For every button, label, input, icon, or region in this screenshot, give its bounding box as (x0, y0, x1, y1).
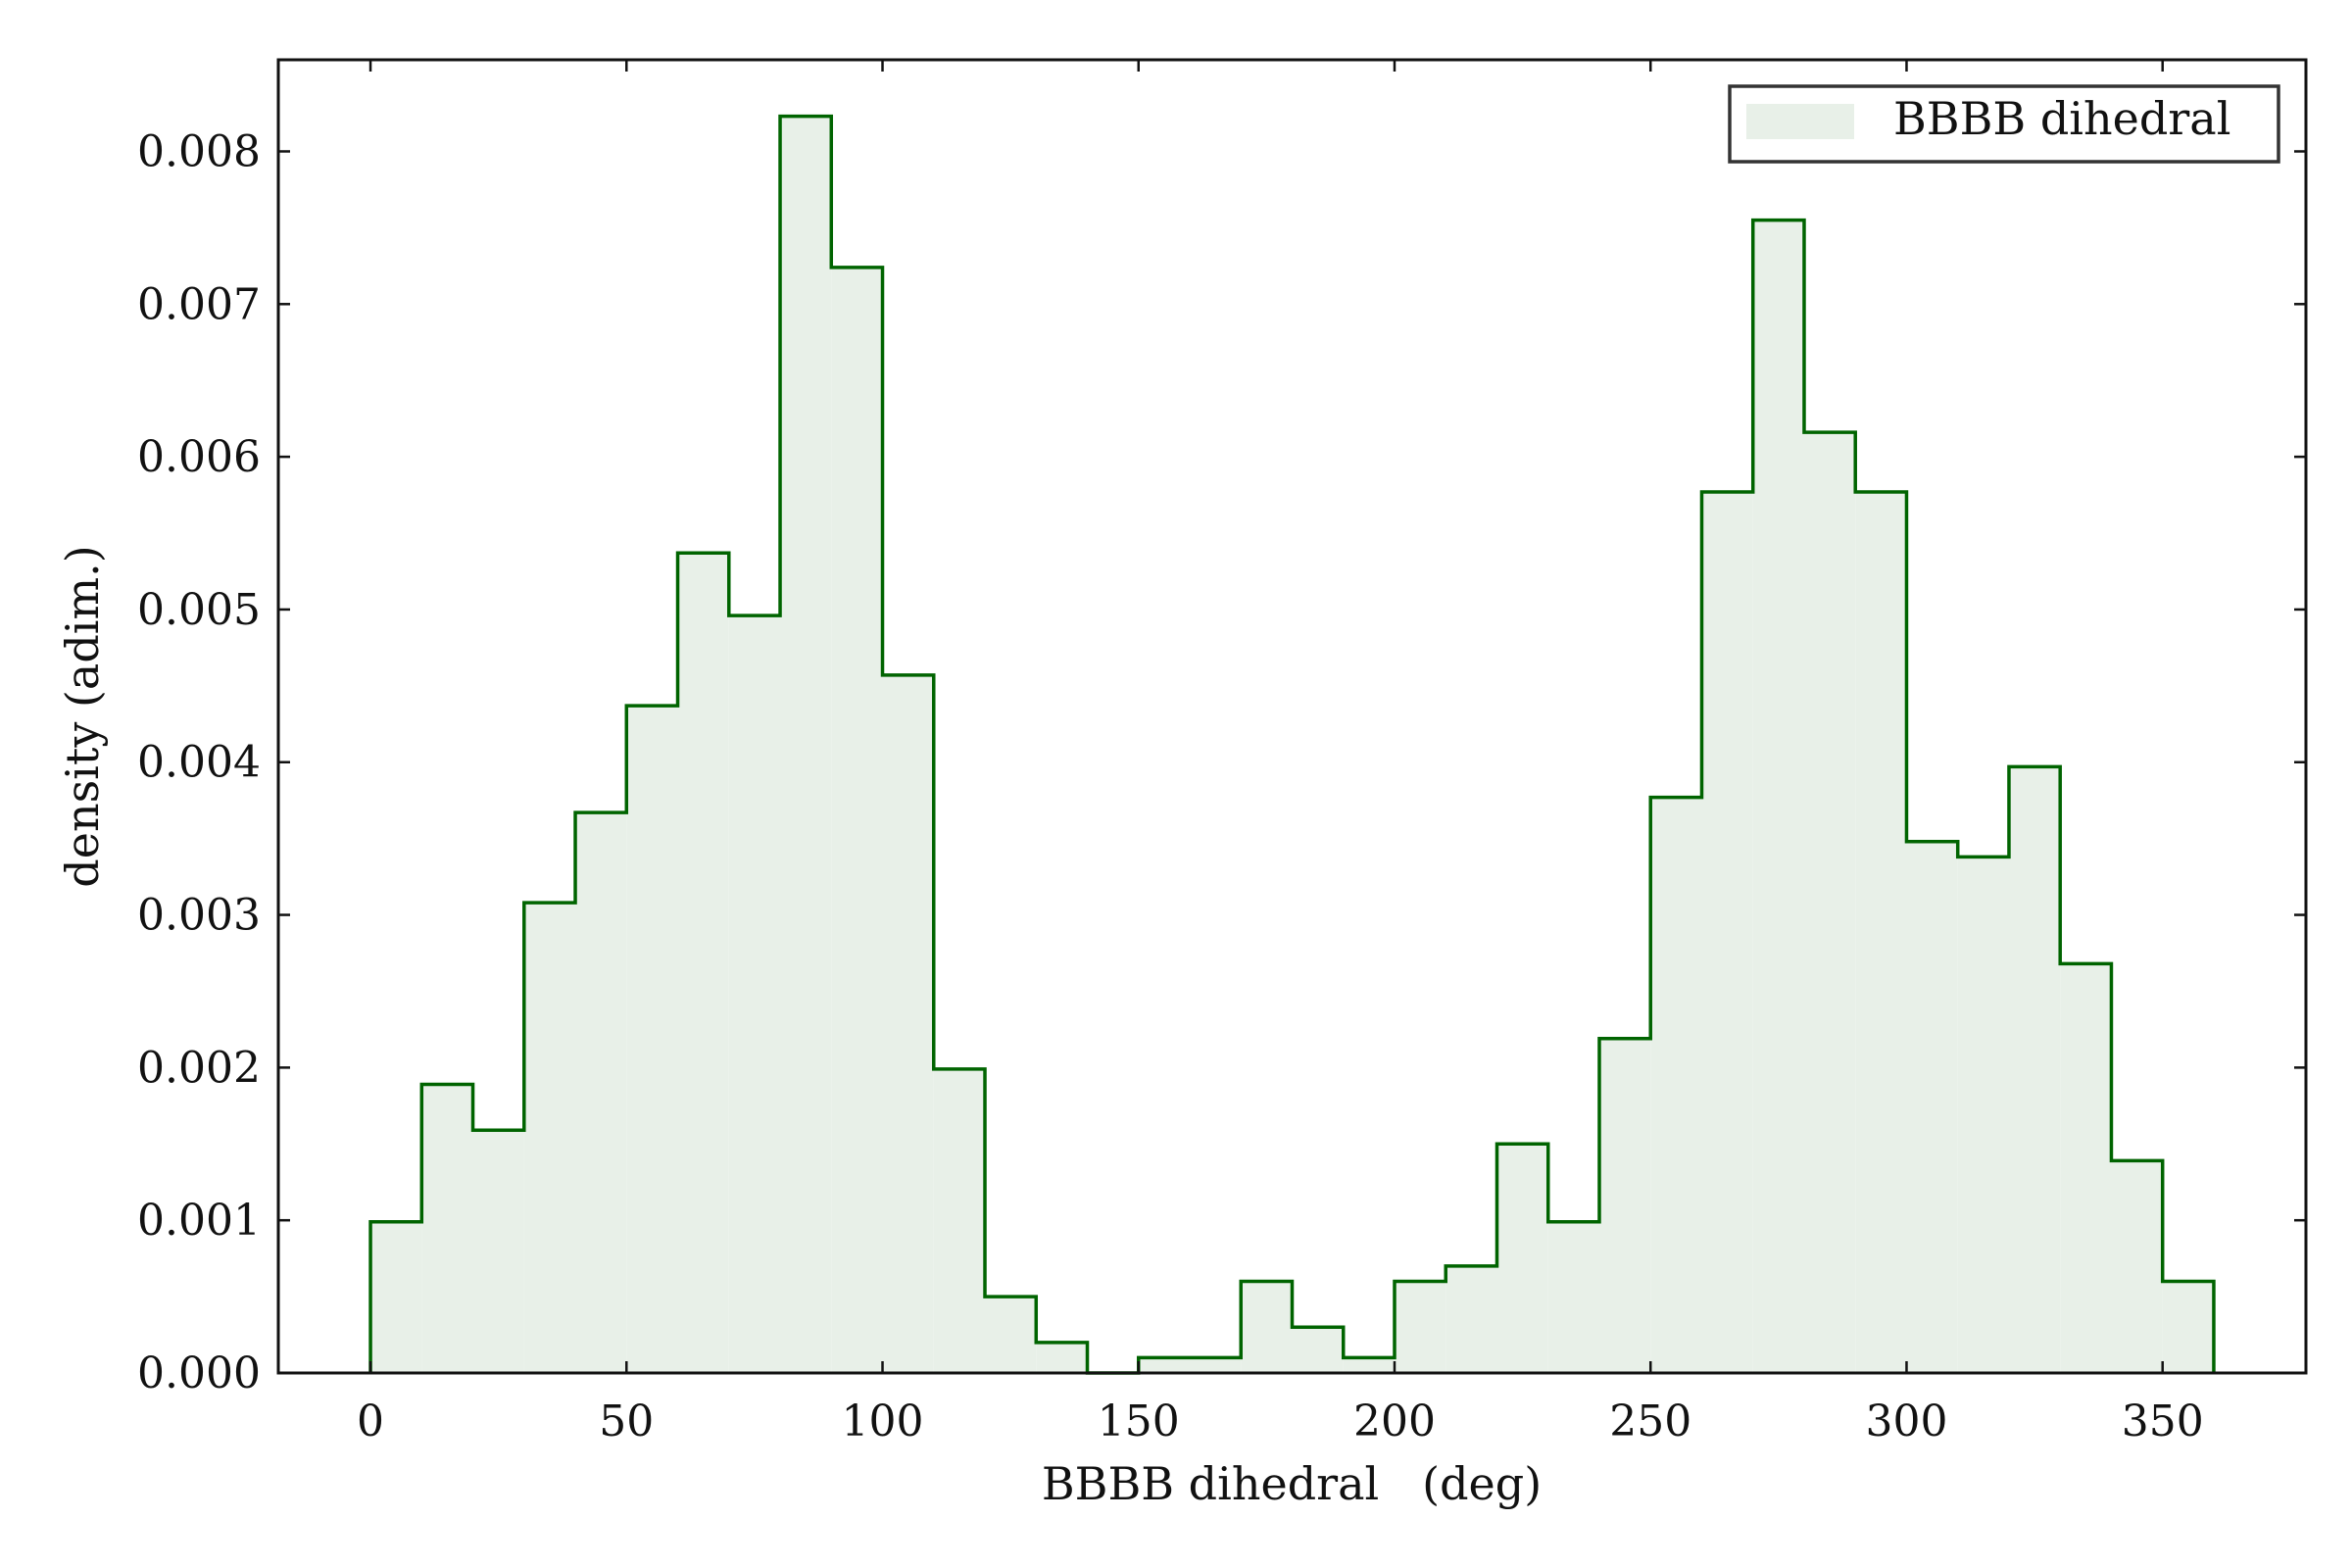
x-tick-label: 350 (2122, 1396, 2204, 1446)
histogram-bar (1394, 1281, 1446, 1373)
y-tick-label: 0.006 (137, 432, 261, 482)
x-axis-label: BBBB dihedral (deg) (1042, 1457, 1542, 1510)
histogram-bar (421, 1084, 473, 1373)
x-tick-label: 50 (599, 1396, 654, 1446)
legend: BBBB dihedral (1728, 84, 2280, 164)
histogram-bar (1547, 1221, 1599, 1373)
histogram-bars (370, 116, 2214, 1374)
y-tick-label: 0.000 (137, 1348, 261, 1398)
y-axis-label: density (adim.) (56, 545, 109, 887)
y-tick-labels: 0.000 0.001 0.002 0.003 0.004 0.005 0.006 0.007… (137, 126, 261, 1398)
x-tick-label: 250 (1609, 1396, 1691, 1446)
histogram-bar (1803, 432, 1856, 1373)
histogram-bar (780, 116, 832, 1374)
histogram-bar (1190, 1357, 1242, 1373)
histogram-bar (626, 706, 678, 1373)
histogram-bar (985, 1297, 1037, 1373)
y-tick-label: 0.001 (137, 1196, 261, 1246)
histogram-step-outline (368, 114, 2216, 1375)
histogram-bar (933, 1068, 986, 1373)
histogram-bar (472, 1130, 524, 1373)
y-tick-label: 0.003 (137, 891, 261, 941)
histogram-bar (2060, 963, 2112, 1373)
histogram-bar (677, 553, 729, 1373)
histogram-bar (1906, 841, 1958, 1373)
y-tick-label: 0.008 (137, 126, 261, 176)
legend-label: BBBB dihedral (1893, 92, 2230, 145)
plot-frame (276, 58, 2308, 1375)
histogram-bar (1292, 1327, 1344, 1373)
histogram-bar (831, 267, 883, 1373)
y-tick-label: 0.002 (137, 1043, 261, 1093)
histogram-bar (523, 903, 576, 1373)
histogram-bar (1241, 1281, 1293, 1373)
x-tick-label: 200 (1353, 1396, 1436, 1446)
y-tick-label: 0.005 (137, 585, 261, 635)
histogram-bar (2111, 1160, 2163, 1373)
histogram-bar (2162, 1281, 2214, 1373)
histogram-bar (1496, 1144, 1548, 1373)
y-tick-label: 0.004 (137, 738, 261, 788)
y-tick-label: 0.007 (137, 279, 261, 329)
histogram-bar (1446, 1265, 1497, 1373)
histogram-bar (575, 812, 627, 1373)
histogram-bar (1598, 1038, 1651, 1373)
x-tick-label: 150 (1098, 1396, 1180, 1446)
histogram-bar (1701, 491, 1753, 1373)
histogram-bar (728, 615, 781, 1373)
histogram-bar (1650, 797, 1702, 1373)
x-tick-labels: 0 50 100 150 200 250 300 350 (357, 1396, 2204, 1446)
histogram-bar (1855, 491, 1907, 1373)
histogram-bar (1343, 1357, 1395, 1373)
histogram-bar (1957, 857, 2009, 1373)
x-tick-label: 300 (1865, 1396, 1947, 1446)
histogram-bar (1138, 1357, 1191, 1373)
legend-swatch (1746, 104, 1854, 139)
histogram-bar (882, 674, 934, 1373)
histogram-bar (1036, 1342, 1088, 1373)
x-tick-label: 0 (357, 1396, 384, 1446)
x-tick-label: 100 (842, 1396, 924, 1446)
histogram-bar (370, 1221, 422, 1373)
histogram-bar (1752, 220, 1804, 1374)
histogram-bar (2008, 766, 2061, 1373)
